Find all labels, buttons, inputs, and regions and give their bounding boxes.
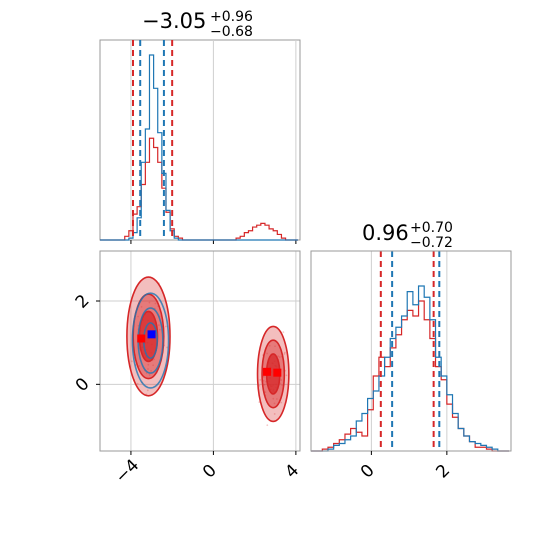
scatter-sample-dot bbox=[147, 368, 149, 370]
scatter-sample-dot bbox=[266, 352, 269, 355]
scatter-sample-dot bbox=[158, 328, 161, 331]
hist2-blue-series bbox=[311, 285, 510, 452]
scatter-xtick-label: 0 bbox=[199, 461, 221, 483]
title-p1-plus: +0.96 bbox=[210, 9, 253, 25]
scatter-sample-dot bbox=[283, 351, 286, 354]
title-p2-median: 0.96 bbox=[362, 221, 409, 245]
scatter-sample-dot bbox=[274, 345, 276, 348]
scatter-ytick-label: 2 bbox=[72, 291, 94, 313]
panel-hist-p1 bbox=[99, 39, 301, 244]
scatter-sample-dot bbox=[147, 363, 150, 366]
scatter-sample-dot bbox=[148, 301, 151, 304]
scatter-sample-dot bbox=[148, 374, 151, 376]
scatter-sample-dot bbox=[273, 413, 276, 415]
scatter-sample-dot bbox=[152, 364, 155, 367]
hist1-blue-series bbox=[100, 54, 298, 241]
hist1-red-series bbox=[100, 137, 298, 241]
scatter-sample-dot bbox=[153, 358, 155, 361]
scatter-sample-dot bbox=[277, 355, 280, 358]
title-p1: −3.05 +0.96 −0.68 bbox=[142, 9, 253, 40]
scatter-sample-dot bbox=[273, 402, 276, 405]
scatter-blue-marker bbox=[147, 330, 156, 339]
hist2-xtick-label: 0 bbox=[357, 461, 379, 483]
scatter-sample-dot bbox=[266, 424, 269, 427]
scatter-red-marker bbox=[137, 334, 146, 343]
scatter-sample-dot bbox=[283, 353, 286, 355]
scatter-sample-dot bbox=[150, 370, 152, 372]
scatter-sample-dot bbox=[140, 305, 143, 308]
title-p2: 0.96 +0.70 −0.72 bbox=[362, 220, 453, 251]
hist2-xtick-label: 2 bbox=[432, 461, 454, 483]
scatter-sample-dot bbox=[138, 365, 140, 367]
scatter-sample-dot bbox=[285, 374, 288, 377]
scatter-sample-dot bbox=[275, 398, 278, 400]
scatter-sample-dot bbox=[268, 344, 271, 347]
scatter-ytick-label: 0 bbox=[72, 374, 94, 396]
panel-contour-p1-p2: −4 0 4 2 0 bbox=[72, 250, 303, 488]
hist2-frame bbox=[310, 250, 512, 452]
scatter-blue-contour bbox=[131, 292, 170, 389]
scatter-sample-dot bbox=[157, 324, 160, 327]
scatter-sample-dot bbox=[264, 391, 267, 394]
scatter-sample-dot bbox=[259, 379, 262, 381]
scatter-sample-dot bbox=[280, 379, 283, 381]
scatter-sample-dot bbox=[154, 302, 157, 305]
scatter-sample-dot bbox=[278, 356, 281, 359]
scatter-frame bbox=[99, 250, 301, 452]
scatter-sample-dot bbox=[263, 383, 266, 386]
scatter-red-marker bbox=[273, 368, 282, 377]
title-p2-plus: +0.70 bbox=[410, 220, 453, 236]
scatter-sample-dot bbox=[165, 325, 167, 328]
scatter-xtick-label: 4 bbox=[281, 461, 303, 483]
hist2-red-series bbox=[311, 300, 510, 452]
title-p1-minus: −0.68 bbox=[210, 24, 253, 40]
scatter-sample-dot bbox=[280, 401, 283, 404]
scatter-sample-dot bbox=[136, 382, 139, 385]
scatter-sample-dot bbox=[137, 315, 139, 318]
scatter-sample-dot bbox=[262, 379, 265, 382]
title-p1-median: −3.05 bbox=[142, 9, 206, 33]
scatter-sample-dot bbox=[272, 397, 275, 400]
scatter-sample-dot bbox=[146, 389, 149, 392]
scatter-sample-dot bbox=[131, 360, 133, 363]
scatter-inner bbox=[100, 251, 300, 451]
scatter-sample-dot bbox=[281, 384, 284, 387]
scatter-xtick-label: −4 bbox=[111, 456, 143, 488]
scatter-red-marker bbox=[263, 367, 272, 376]
scatter-sample-dot bbox=[263, 375, 265, 378]
hist1-frame bbox=[99, 39, 301, 241]
scatter-sample-dot bbox=[282, 331, 285, 334]
title-p2-minus: −0.72 bbox=[410, 235, 453, 251]
